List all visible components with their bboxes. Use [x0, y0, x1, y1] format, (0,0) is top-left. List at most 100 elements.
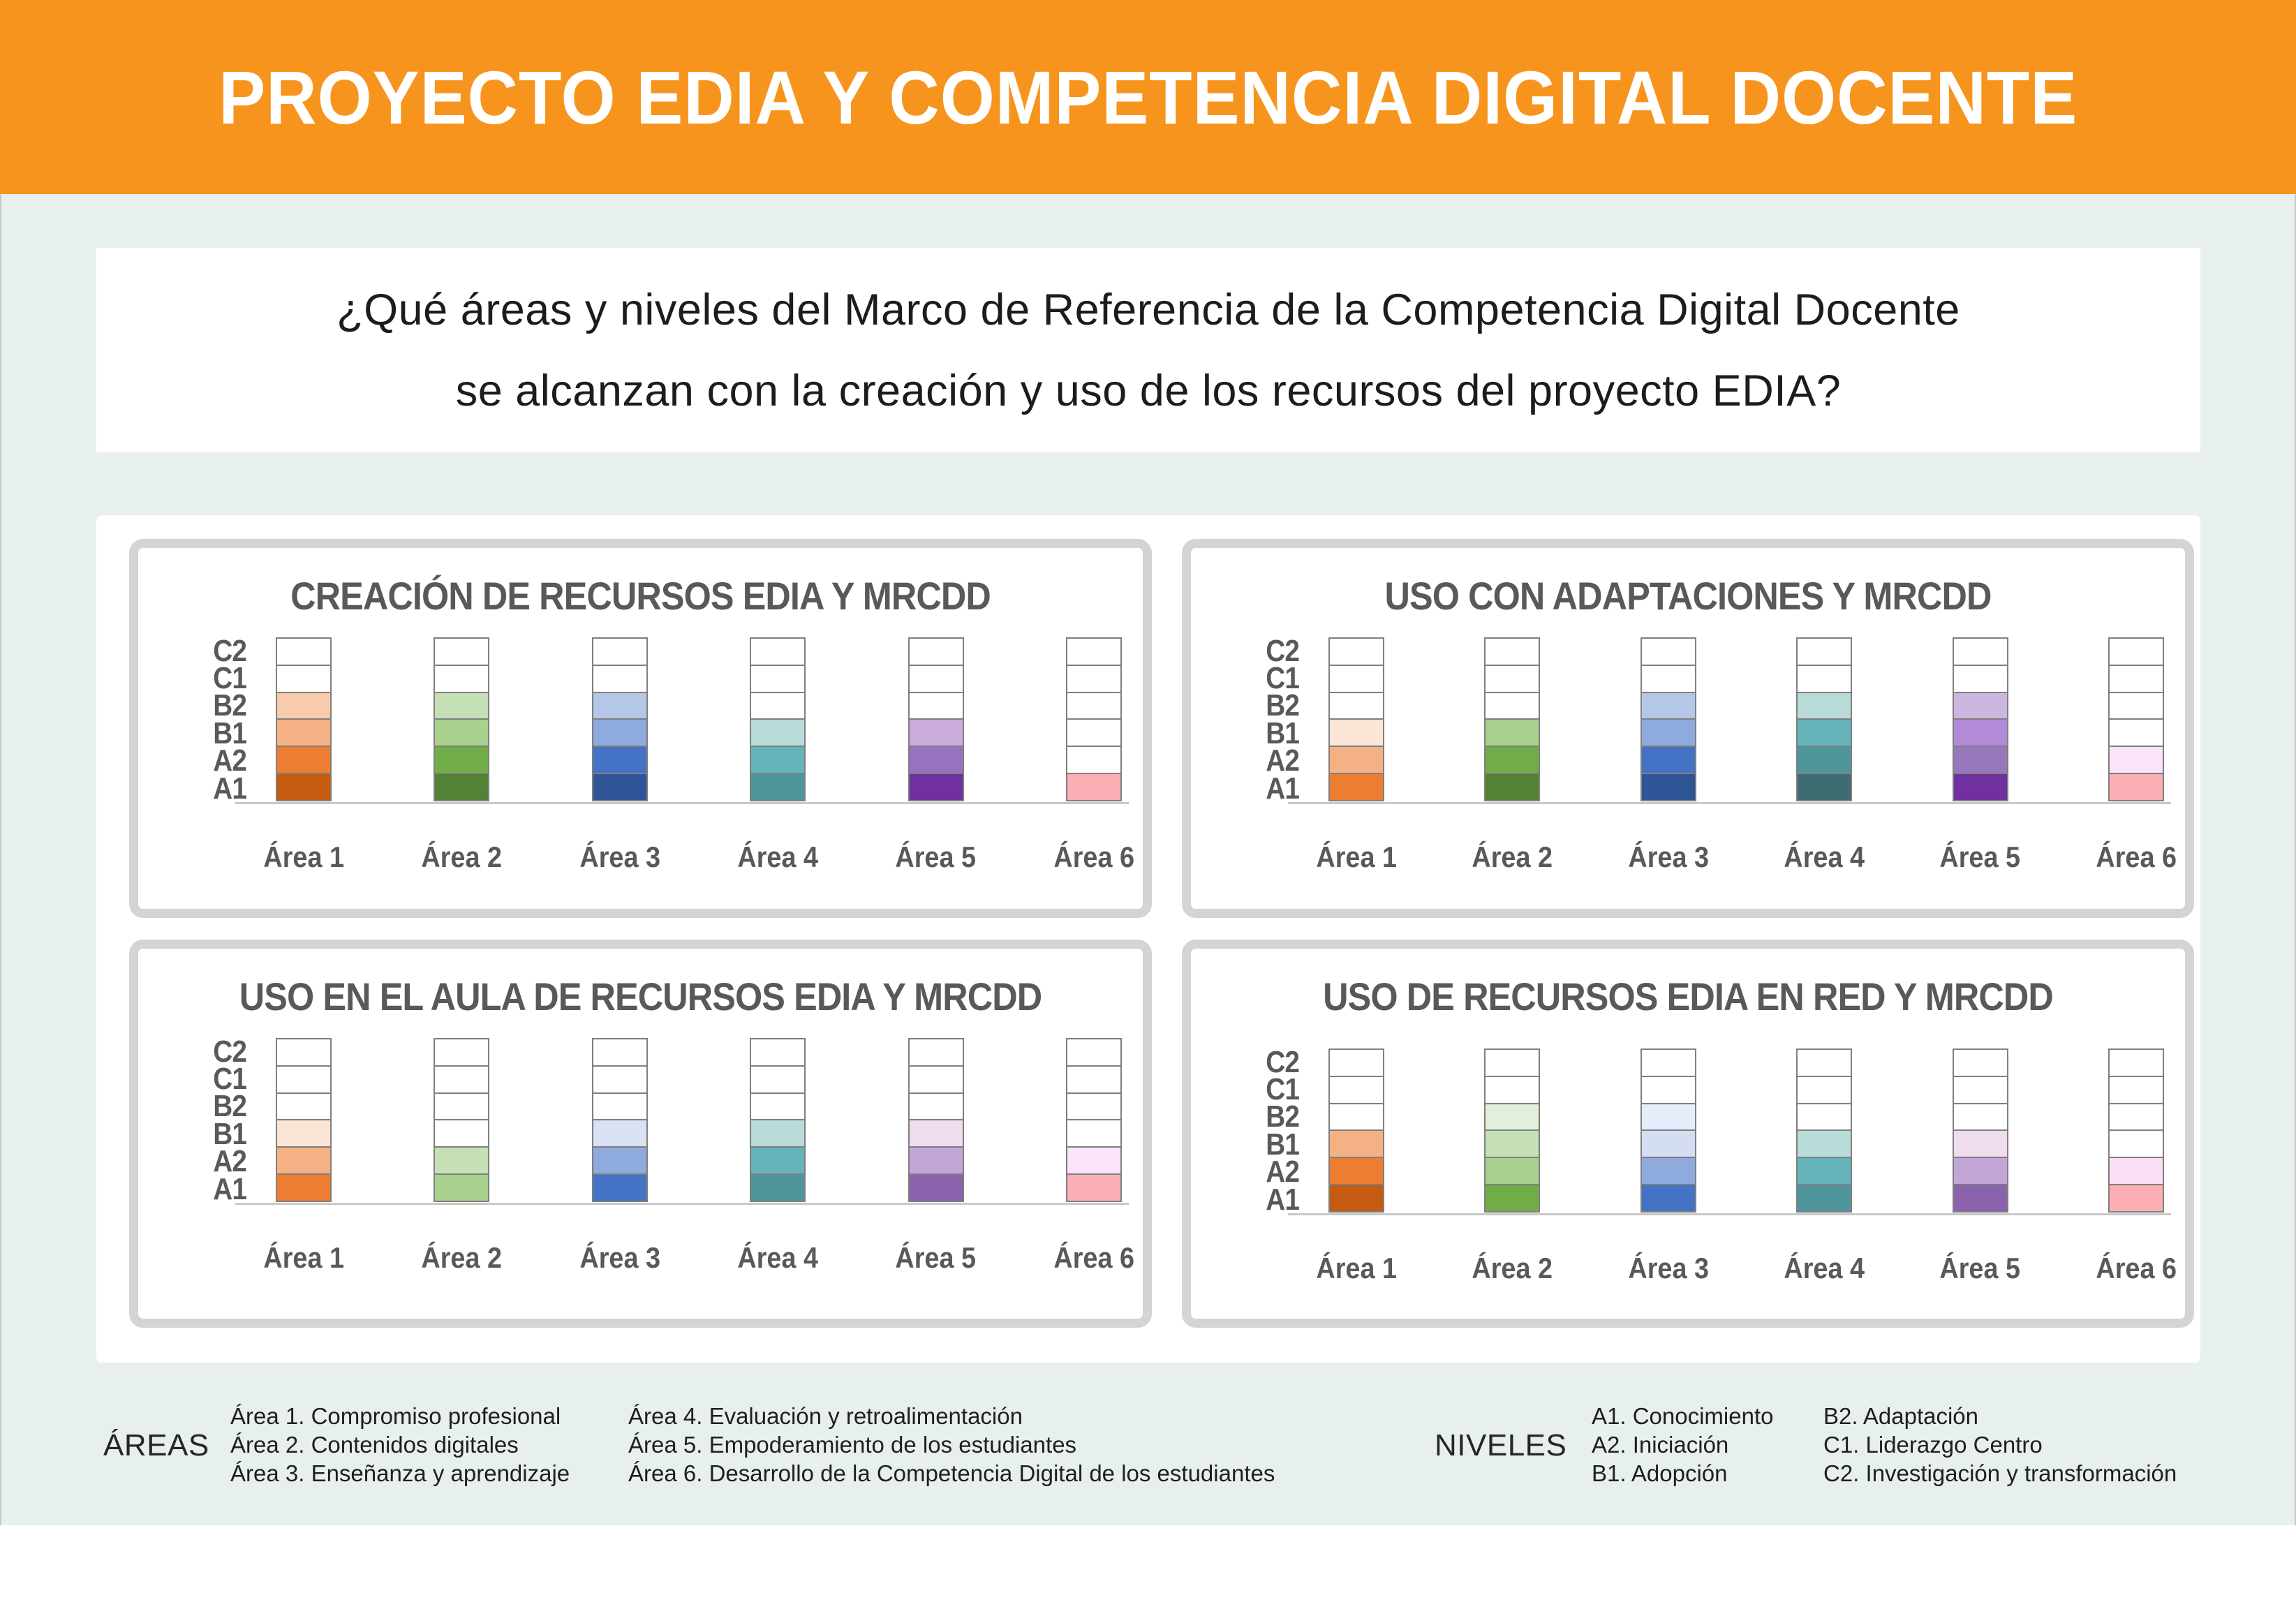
cell-a1-filled: [1640, 772, 1696, 802]
x-axis-label-area-3: Área 3: [1627, 1252, 1709, 1285]
cell-b2-empty: [908, 1092, 964, 1121]
bar-column-area-4: Área 4: [1784, 1048, 1865, 1285]
cell-b1-filled: [276, 1119, 332, 1148]
cell-c2-empty: [1484, 1048, 1541, 1078]
cell-a1-filled: [2108, 772, 2164, 802]
cell-a2-filled: [750, 1146, 806, 1176]
cell-b1-filled: [1484, 1129, 1541, 1159]
legend-areas-column-1: Área 1. Compromiso profesional Área 2. C…: [230, 1402, 570, 1488]
cell-b1-filled: [1796, 718, 1853, 748]
cell-c2-empty: [1640, 637, 1696, 667]
y-axis-label-b2: B2: [213, 688, 247, 723]
legend-item-area-4: Área 4. Evaluación y retroalimentación: [628, 1403, 1023, 1429]
level-stack: [2108, 637, 2164, 802]
legend-item-level-c1: C1. Liderazgo Centro: [1823, 1432, 2043, 1458]
x-axis-label-area-2: Área 2: [421, 1241, 503, 1275]
cell-b2-empty: [1484, 691, 1541, 720]
cell-b2-empty: [1065, 691, 1122, 720]
bar-column-area-4: Área 4: [1784, 637, 1865, 874]
y-axis-label-b1: B1: [1266, 1127, 1300, 1162]
x-axis-baseline: [235, 802, 1129, 804]
cell-b2-filled: [1952, 691, 2008, 720]
y-axis-label-a1: A1: [1266, 1182, 1300, 1217]
level-stack: [1484, 1048, 1541, 1213]
cell-b1-filled: [434, 718, 490, 748]
cell-a1-filled: [1796, 772, 1853, 802]
cell-b1-empty: [2108, 1129, 2164, 1159]
cell-a2-filled: [1952, 746, 2008, 775]
cell-b1-filled: [591, 1119, 648, 1148]
level-stack: [908, 1038, 964, 1203]
legend-item-level-c2: C2. Investigación y transformación: [1823, 1460, 2177, 1486]
cell-c2-empty: [276, 1038, 332, 1067]
x-axis-label-area-6: Área 6: [1053, 1241, 1134, 1275]
cell-c1-empty: [1952, 1075, 2008, 1105]
cell-c1-empty: [1328, 1075, 1384, 1105]
cell-c2-empty: [434, 1038, 490, 1067]
cell-a2-filled: [434, 746, 490, 775]
y-axis-label-c1: C1: [213, 661, 247, 696]
y-axis-label-a1: A1: [213, 1171, 247, 1206]
bar-column-area-2: Área 2: [422, 1038, 502, 1275]
cell-c2-empty: [1796, 637, 1853, 667]
chart-uso-adaptaciones: USO CON ADAPTACIONES Y MRCDD C2 C1 B2 B1 A2 A…: [1182, 539, 2194, 918]
cell-b1-filled: [276, 718, 332, 748]
cell-b2-empty: [750, 691, 806, 720]
chart-uso-aula: USO EN EL AULA DE RECURSOS EDIA Y MRCDD …: [129, 940, 1152, 1328]
cell-c1-empty: [1328, 664, 1384, 694]
cell-a2-filled: [908, 1146, 964, 1176]
x-axis-label-area-6: Área 6: [2096, 840, 2177, 874]
bar-column-area-5: Área 5: [896, 1038, 976, 1275]
cell-c2-empty: [276, 637, 332, 667]
bar-column-area-1: Área 1: [1316, 1048, 1397, 1285]
cell-a2-filled: [1796, 1157, 1853, 1186]
y-axis-label-b1: B1: [1266, 716, 1300, 750]
x-axis-label-area-4: Área 4: [1784, 1252, 1865, 1285]
y-axis-label-b1: B1: [213, 716, 247, 750]
bar-column-area-1: Área 1: [263, 1038, 344, 1275]
bar-column-area-3: Área 3: [1628, 637, 1709, 874]
cell-c2-empty: [750, 637, 806, 667]
chart-uso-red: USO DE RECURSOS EDIA EN RED Y MRCDD C2 C1…: [1182, 940, 2194, 1328]
bar-column-area-6: Área 6: [1053, 1038, 1134, 1275]
level-stack: [1952, 637, 2008, 802]
cell-b1-filled: [1328, 1129, 1384, 1159]
cell-a2-filled: [2108, 746, 2164, 775]
cell-b2-filled: [1640, 691, 1696, 720]
cell-a1-filled: [908, 1173, 964, 1203]
cell-c1-empty: [1640, 1075, 1696, 1105]
legend-item-level-a1: A1. Conocimiento: [1592, 1403, 1774, 1429]
legend-item-level-a2: A2. Iniciación: [1592, 1432, 1729, 1458]
cell-c2-empty: [2108, 1048, 2164, 1078]
cell-b2-empty: [2108, 1102, 2164, 1132]
page-title: PROYECTO EDIA Y COMPETENCIA DIGITAL DOCE…: [219, 54, 2077, 140]
bar-column-area-5: Área 5: [1940, 1048, 2020, 1285]
level-stack: [2108, 1048, 2164, 1213]
cell-c2-empty: [1484, 637, 1541, 667]
cell-c1-empty: [1484, 1075, 1541, 1105]
cell-a2-filled: [908, 746, 964, 775]
cell-a2-filled: [1484, 746, 1541, 775]
cell-b2-filled: [591, 691, 648, 720]
chart-title: CREACIÓN DE RECURSOS EDIA Y MRCDD: [290, 574, 991, 618]
cell-a1-filled: [1796, 1183, 1853, 1213]
cell-c2-empty: [1328, 637, 1384, 667]
cell-b1-filled: [750, 1119, 806, 1148]
x-axis-label-area-1: Área 1: [263, 1241, 344, 1275]
x-axis-label-area-1: Área 1: [1316, 840, 1397, 874]
chart-title: USO EN EL AULA DE RECURSOS EDIA Y MRCDD: [239, 974, 1042, 1018]
bar-column-area-3: Área 3: [579, 637, 660, 874]
chart-plot-area: C2 C1 B2 B1 A2 A1 Área 1 Área 2 Área 3 Área 4 Áre…: [177, 1035, 1134, 1275]
level-stack: [1484, 637, 1541, 802]
cell-b1-filled: [1952, 1129, 2008, 1159]
y-axis-label-c2: C2: [1266, 633, 1300, 668]
cell-b2-empty: [1328, 691, 1384, 720]
legend-levels-column-1: A1. Conocimiento A2. Iniciación B1. Adop…: [1592, 1402, 1773, 1488]
cell-a2-filled: [1065, 1146, 1122, 1176]
chart-title: USO CON ADAPTACIONES Y MRCDD: [1384, 574, 1992, 618]
y-axis-label-a1: A1: [213, 771, 247, 806]
level-stack: [1065, 1038, 1122, 1203]
cell-c1-empty: [1796, 664, 1853, 694]
header-banner: PROYECTO EDIA Y COMPETENCIA DIGITAL DOCE…: [0, 0, 2296, 194]
x-axis-label-area-2: Área 2: [421, 840, 503, 874]
